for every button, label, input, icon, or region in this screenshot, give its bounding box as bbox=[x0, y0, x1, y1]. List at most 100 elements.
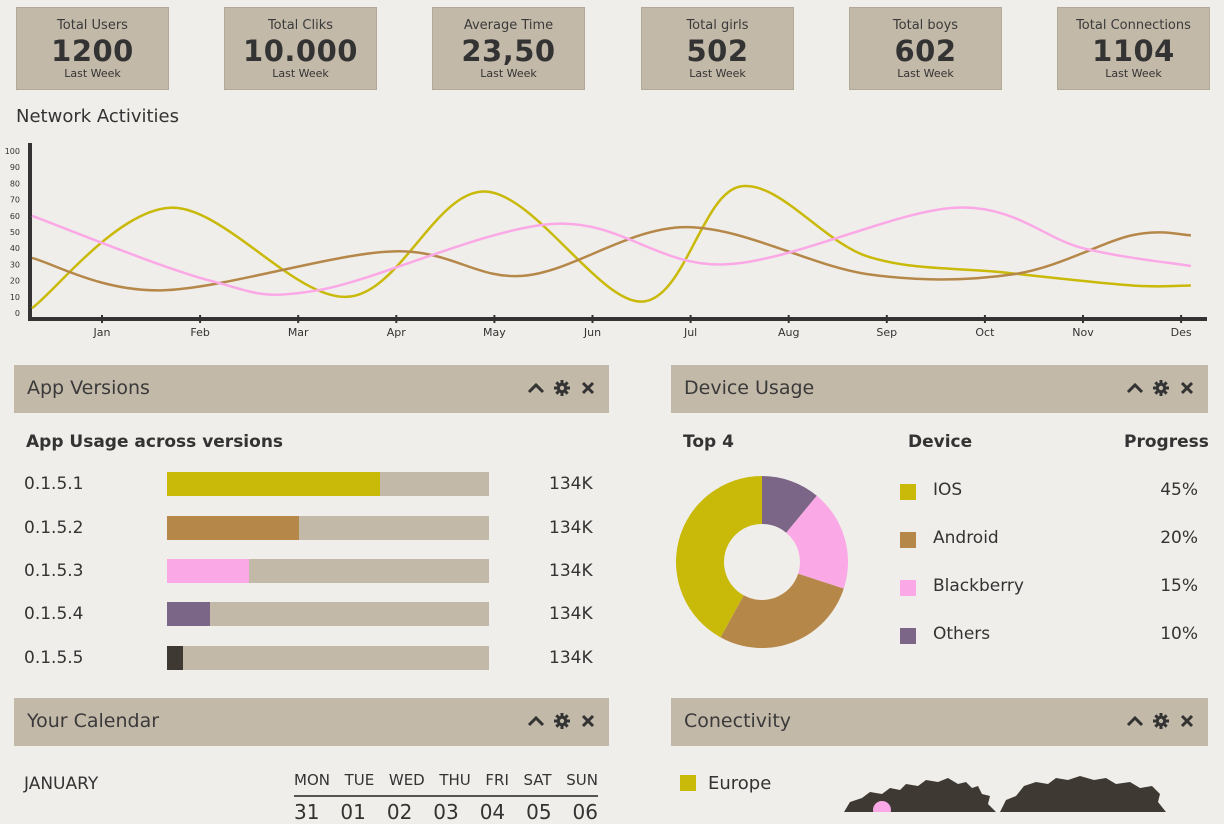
app-versions-title: App Versions bbox=[27, 377, 150, 399]
stat-label: Average Time bbox=[463, 18, 554, 33]
version-count: 134K bbox=[549, 474, 593, 494]
stat-period: Last Week bbox=[480, 67, 537, 80]
device-row: IOS 45% bbox=[898, 480, 1200, 504]
version-count: 134K bbox=[549, 648, 593, 668]
gear-icon[interactable] bbox=[553, 710, 571, 732]
donut-slice-android bbox=[720, 573, 844, 648]
version-progress-fill bbox=[167, 559, 250, 583]
stat-label: Total Cliks bbox=[267, 18, 334, 33]
y-tick-label: 70 bbox=[10, 196, 20, 205]
europe-swatch bbox=[680, 775, 696, 791]
stat-card-total-girls: Total girls 502 Last Week bbox=[641, 7, 794, 90]
version-name: 0.1.5.1 bbox=[24, 474, 84, 494]
version-row: 0.1.5.2 134K bbox=[24, 516, 604, 542]
y-tick-label: 100 bbox=[5, 147, 20, 156]
version-progress-fill bbox=[167, 472, 380, 496]
y-tick-label: 20 bbox=[10, 277, 20, 286]
device-name: Blackberry bbox=[933, 576, 1024, 596]
version-progress-track bbox=[167, 516, 489, 540]
x-tick-label: Aug bbox=[778, 326, 799, 339]
calendar-date[interactable]: 01 bbox=[340, 800, 366, 824]
version-progress-track bbox=[167, 646, 489, 670]
y-tick-label: 30 bbox=[10, 260, 20, 269]
device-usage-donut bbox=[676, 476, 848, 648]
calendar-divider bbox=[294, 795, 598, 797]
calendar-date[interactable]: 31 bbox=[294, 800, 320, 824]
collapse-icon[interactable] bbox=[1126, 710, 1144, 732]
weekday-label: MON bbox=[294, 771, 330, 789]
device-percent: 20% bbox=[1160, 528, 1198, 548]
stat-card-total-cliks: Total Cliks 10.000 Last Week bbox=[224, 7, 377, 90]
connectivity-header: Conectivity bbox=[671, 698, 1208, 746]
x-tick-label: Jan bbox=[93, 326, 111, 339]
device-percent: 10% bbox=[1160, 624, 1198, 644]
y-tick-label: 80 bbox=[10, 179, 20, 188]
stat-card-total-users: Total Users 1200 Last Week bbox=[16, 7, 169, 90]
version-progress-fill bbox=[167, 602, 211, 626]
collapse-icon[interactable] bbox=[1126, 377, 1144, 399]
device-usage-header: Device Usage bbox=[671, 365, 1208, 413]
stat-value: 502 bbox=[686, 34, 749, 68]
series-line-1 bbox=[31, 225, 1191, 292]
weekday-label: THU bbox=[439, 771, 471, 789]
calendar-date[interactable]: 03 bbox=[433, 800, 459, 824]
device-row: Android 20% bbox=[898, 528, 1200, 552]
x-tick-label: Apr bbox=[387, 326, 407, 339]
stat-value: 602 bbox=[894, 34, 957, 68]
device-column-header: Device bbox=[908, 432, 973, 452]
network-activities-chart: 0 10 20 30 40 50 60 70 80 90 100 Jan Feb Mar Apr May Jun… bbox=[5, 143, 1207, 339]
device-name: Android bbox=[933, 528, 999, 548]
version-count: 134K bbox=[549, 518, 593, 538]
close-icon[interactable] bbox=[1178, 710, 1196, 732]
connectivity-title: Conectivity bbox=[684, 710, 792, 732]
x-tick-label: Feb bbox=[190, 326, 209, 339]
version-progress-fill bbox=[167, 516, 300, 540]
world-map bbox=[844, 776, 1166, 812]
calendar-date[interactable]: 04 bbox=[479, 800, 506, 824]
y-tick-label: 40 bbox=[10, 244, 20, 253]
device-row: Others 10% bbox=[898, 624, 1200, 648]
stat-card-average-time: Average Time 23,50 Last Week bbox=[432, 7, 585, 90]
x-tick-label: Des bbox=[1171, 326, 1192, 339]
stat-value: 10.000 bbox=[243, 34, 358, 68]
stat-value: 1104 bbox=[1092, 34, 1175, 68]
version-progress-track bbox=[167, 472, 489, 496]
stat-card-total-boys: Total boys 602 Last Week bbox=[849, 7, 1002, 90]
collapse-icon[interactable] bbox=[527, 377, 545, 399]
stat-value: 1200 bbox=[51, 34, 134, 68]
stat-label: Total Users bbox=[57, 18, 128, 33]
close-icon[interactable] bbox=[1178, 377, 1196, 399]
top-4-label: Top 4 bbox=[683, 432, 734, 452]
stat-value: 23,50 bbox=[461, 34, 556, 68]
weekday-label: FRI bbox=[485, 771, 509, 789]
gear-icon[interactable] bbox=[553, 377, 571, 399]
stat-period: Last Week bbox=[897, 67, 954, 80]
version-count: 134K bbox=[549, 604, 593, 624]
stat-period: Last Week bbox=[689, 67, 746, 80]
calendar-date[interactable]: 02 bbox=[386, 800, 413, 824]
stat-label: Total girls bbox=[686, 18, 749, 33]
network-activities-title: Network Activities bbox=[16, 106, 179, 127]
weekday-label: WED bbox=[388, 771, 425, 789]
x-tick-label: Nov bbox=[1072, 326, 1094, 339]
donut-slice-ios bbox=[676, 476, 762, 638]
close-icon[interactable] bbox=[579, 377, 597, 399]
calendar-date[interactable]: 06 bbox=[572, 800, 598, 824]
series-line-2 bbox=[31, 206, 1192, 296]
x-tick-label: Oct bbox=[975, 326, 995, 339]
calendar-title: Your Calendar bbox=[27, 710, 160, 732]
calendar-month: JANUARY bbox=[24, 774, 99, 794]
gear-icon[interactable] bbox=[1152, 377, 1170, 399]
version-progress-track bbox=[167, 602, 489, 626]
version-name: 0.1.5.4 bbox=[24, 604, 84, 624]
calendar-date[interactable]: 05 bbox=[526, 800, 552, 824]
device-color-swatch bbox=[900, 580, 916, 596]
version-progress-fill bbox=[167, 646, 184, 670]
stat-period: Last Week bbox=[64, 67, 121, 80]
gear-icon[interactable] bbox=[1152, 710, 1170, 732]
stat-period: Last Week bbox=[1105, 67, 1162, 80]
device-name: Others bbox=[933, 624, 991, 644]
app-versions-header: App Versions bbox=[14, 365, 609, 413]
close-icon[interactable] bbox=[579, 710, 597, 732]
collapse-icon[interactable] bbox=[527, 710, 545, 732]
